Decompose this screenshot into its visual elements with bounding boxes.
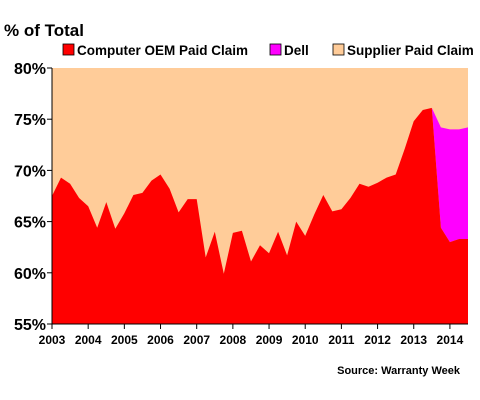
x-tick-label: 2008 bbox=[220, 333, 247, 347]
axes: 55% 60% 65% 70% 75% 80% 2003 2004 2005 2006 2007 20… bbox=[14, 61, 468, 347]
x-tick-label: 2011 bbox=[328, 333, 354, 347]
plot-area bbox=[52, 68, 468, 325]
source-note: Source: Warranty Week bbox=[337, 365, 461, 377]
y-tick-label: 60% bbox=[14, 266, 46, 283]
x-tick-label: 2010 bbox=[292, 333, 319, 347]
legend-swatch bbox=[62, 43, 75, 56]
x-tick-label: 2009 bbox=[256, 333, 283, 347]
legend-label: Computer OEM Paid Claim bbox=[77, 43, 248, 58]
legend: Computer OEM Paid Claim Dell Supplier Paid… bbox=[62, 43, 474, 58]
y-tick-label: 55% bbox=[14, 317, 46, 334]
x-tick-label: 2003 bbox=[39, 333, 66, 347]
x-tick-label: 2014 bbox=[437, 333, 464, 347]
y-tick-label: 65% bbox=[14, 215, 46, 232]
y-tick-label: 75% bbox=[14, 112, 46, 129]
x-tick-label: 2007 bbox=[183, 333, 210, 347]
x-tick-label: 2005 bbox=[111, 333, 138, 347]
legend-swatch bbox=[269, 43, 282, 56]
legend-swatch bbox=[332, 43, 345, 56]
x-tick-label: 2013 bbox=[400, 333, 427, 347]
x-tick-label: 2012 bbox=[364, 333, 391, 347]
y-tick-label: 70% bbox=[14, 163, 46, 180]
legend-label: Supplier Paid Claim bbox=[347, 43, 474, 58]
legend-label: Dell bbox=[284, 43, 309, 58]
series-area-computer-oem-paid-claim bbox=[52, 107, 468, 325]
series-area-dell bbox=[431, 107, 468, 243]
x-tick-label: 2004 bbox=[75, 333, 102, 347]
y-tick-label: 80% bbox=[14, 61, 46, 78]
x-tick-label: 2006 bbox=[147, 333, 174, 347]
y-axis-title: % of Total bbox=[4, 21, 84, 40]
